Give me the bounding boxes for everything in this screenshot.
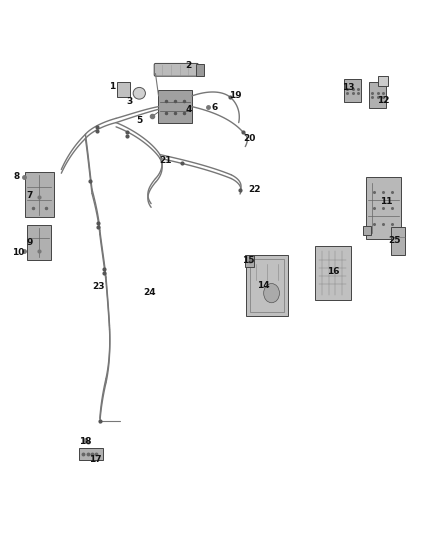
Text: 10: 10 <box>12 248 25 256</box>
Circle shape <box>264 284 279 303</box>
Text: 17: 17 <box>89 456 102 464</box>
Text: 8: 8 <box>14 173 20 181</box>
Bar <box>315 246 351 300</box>
Bar <box>117 82 130 97</box>
Bar <box>366 177 401 239</box>
Text: 2: 2 <box>185 61 191 69</box>
Text: 3: 3 <box>126 97 132 106</box>
Text: 24: 24 <box>144 288 156 296</box>
Text: 16: 16 <box>328 268 340 276</box>
Text: 12: 12 <box>378 96 390 104</box>
Text: 20: 20 <box>244 134 256 143</box>
Text: 7: 7 <box>27 191 33 200</box>
Bar <box>27 225 51 260</box>
Text: 14: 14 <box>258 281 270 289</box>
Bar <box>246 254 288 316</box>
Bar <box>369 82 386 108</box>
Bar <box>158 90 192 123</box>
Text: 21: 21 <box>159 157 172 165</box>
Bar <box>79 448 103 460</box>
Bar <box>344 79 361 102</box>
Ellipse shape <box>133 87 145 99</box>
Text: 15: 15 <box>242 256 254 264</box>
Bar <box>391 227 405 255</box>
Text: 9: 9 <box>27 238 33 247</box>
Text: 22: 22 <box>249 185 261 193</box>
Text: 13: 13 <box>342 84 354 92</box>
Text: 6: 6 <box>212 103 218 112</box>
Bar <box>250 259 285 311</box>
Bar <box>196 64 204 76</box>
Text: 23: 23 <box>92 282 105 291</box>
Text: 5: 5 <box>136 117 142 125</box>
Bar <box>25 172 53 217</box>
Text: 19: 19 <box>230 92 242 100</box>
Text: 4: 4 <box>185 105 191 114</box>
Bar <box>378 76 388 86</box>
Bar <box>245 255 254 267</box>
FancyBboxPatch shape <box>154 63 198 76</box>
Text: 11: 11 <box>380 197 392 206</box>
Text: 25: 25 <box>388 237 400 245</box>
Text: 18: 18 <box>79 437 92 446</box>
Text: 1: 1 <box>109 82 115 91</box>
Bar <box>363 226 371 236</box>
